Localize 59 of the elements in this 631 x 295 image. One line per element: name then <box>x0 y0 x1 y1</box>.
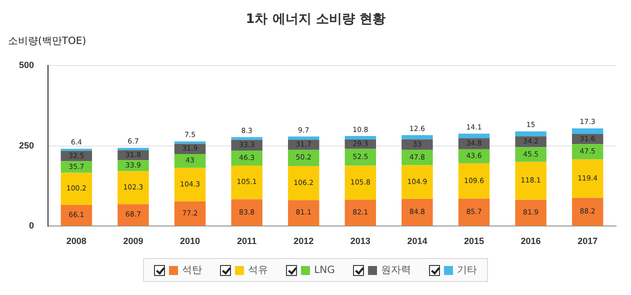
x-tick-label: 2012 <box>294 236 314 246</box>
bar <box>402 139 433 150</box>
bar <box>60 172 92 205</box>
bar <box>402 150 433 166</box>
bar <box>515 136 546 148</box>
bar <box>118 148 149 150</box>
x-tick-label: 2014 <box>407 236 428 246</box>
bar <box>231 150 262 166</box>
bar <box>118 204 149 226</box>
bar <box>174 154 206 168</box>
x-tick-label: 2013 <box>350 236 370 246</box>
bar <box>458 134 490 138</box>
bar <box>288 140 320 150</box>
bar <box>174 201 206 226</box>
bar <box>515 200 546 226</box>
legend-label: LNG <box>314 264 335 276</box>
bar <box>458 163 490 199</box>
bar <box>515 147 546 162</box>
bar <box>288 166 320 200</box>
bar <box>174 168 206 202</box>
bar <box>288 150 320 166</box>
legend-label: 기타 <box>456 264 477 277</box>
bar <box>402 135 433 140</box>
x-tick-label: 2010 <box>180 236 200 246</box>
x-tick-label: 2009 <box>123 236 144 246</box>
y-tick-label: 500 <box>18 60 34 70</box>
bar <box>344 136 376 140</box>
bar <box>572 198 604 226</box>
bar <box>231 199 262 226</box>
legend-label: 원자력 <box>380 264 411 277</box>
bar <box>344 148 376 166</box>
x-tick-label: 2008 <box>66 236 86 246</box>
bar <box>402 165 433 199</box>
chart-title: 1차 에너지 소비량 현황 <box>244 11 386 28</box>
x-tick-label: 2016 <box>520 236 541 246</box>
bar <box>515 162 546 200</box>
bar <box>60 204 92 226</box>
y-axis-title: 소비량(백만TOE) <box>8 35 86 48</box>
bar <box>572 144 604 160</box>
legend-label: 석유 <box>248 264 268 277</box>
bar <box>118 150 149 160</box>
bar <box>288 136 320 140</box>
bar <box>344 200 376 226</box>
legend-label: 석탄 <box>182 264 202 277</box>
bar <box>231 137 262 140</box>
bar <box>402 198 433 226</box>
bar <box>231 165 262 200</box>
y-tick-label: 250 <box>18 140 34 150</box>
bar <box>118 171 149 204</box>
x-tick-label: 2017 <box>578 236 598 246</box>
bar <box>572 159 604 198</box>
bar <box>344 166 376 200</box>
bar <box>288 200 320 226</box>
bar <box>458 198 490 226</box>
bar <box>572 128 604 134</box>
y-tick-label: 0 <box>29 220 34 231</box>
x-tick-label: 2015 <box>464 236 484 246</box>
bar <box>515 131 546 136</box>
x-tick-label: 2011 <box>237 236 257 246</box>
